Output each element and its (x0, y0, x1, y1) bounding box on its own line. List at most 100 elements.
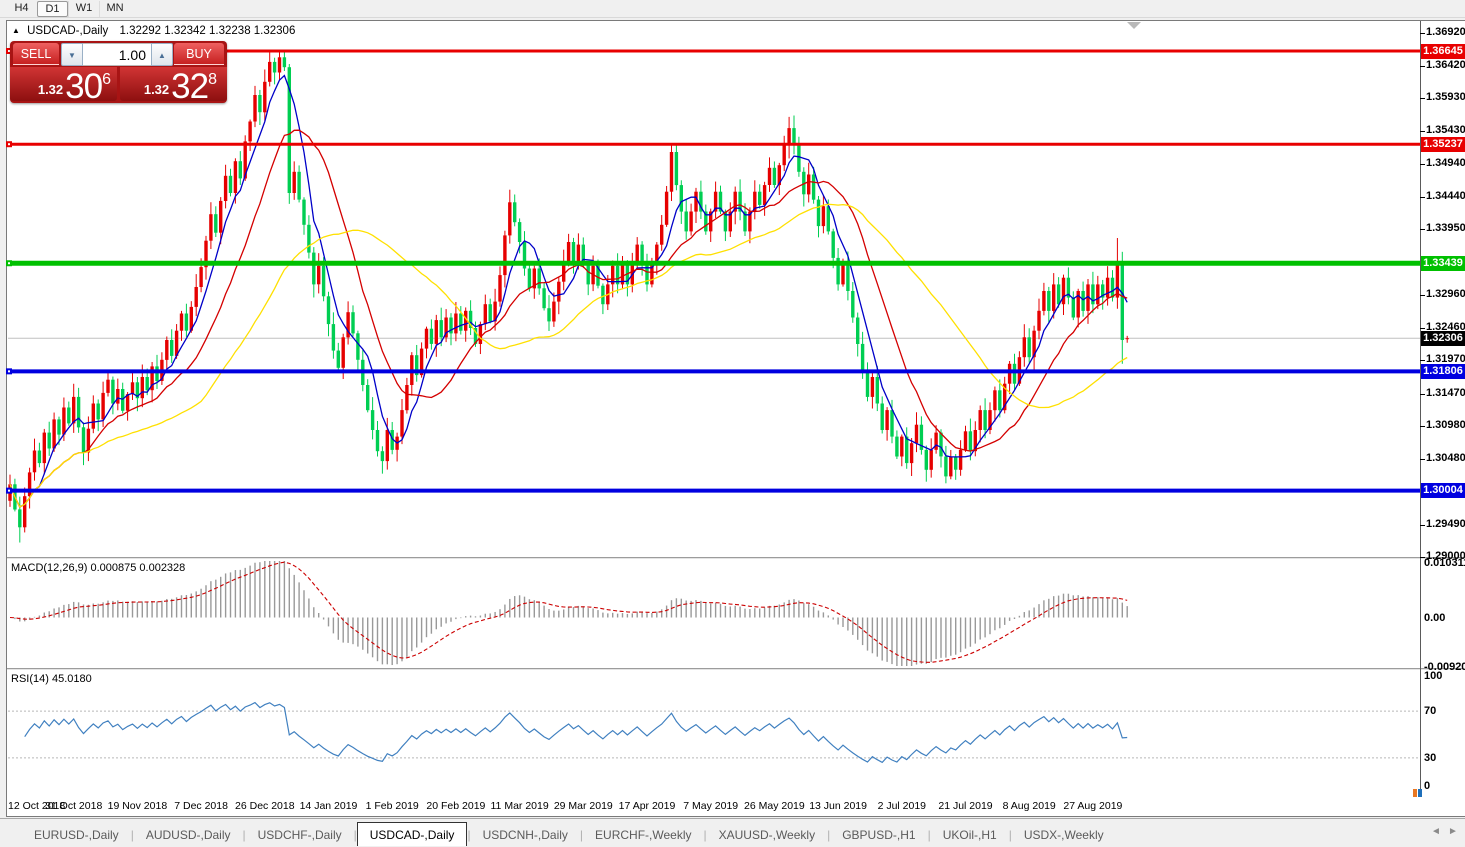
price-tick-label: 1.29000 (1426, 550, 1465, 563)
price-tick-mark (1420, 557, 1425, 559)
tab-separator: | (579, 828, 584, 842)
rsi-label: RSI(14) 45.0180 (11, 673, 92, 685)
tab-separator: | (242, 828, 246, 842)
price-tick-mark (1420, 131, 1425, 133)
date-tick-label: 14 Jan 2019 (299, 800, 358, 812)
price-tick-label: 1.34940 (1426, 156, 1465, 169)
timeframe-button-d1[interactable]: D1 (37, 1, 68, 17)
price-tick-mark (1420, 426, 1425, 428)
buy-price-display[interactable]: 1.32328 (120, 67, 227, 106)
tab-separator: | (1008, 828, 1012, 842)
price-tag-1.30004: 1.30004 (1421, 483, 1465, 499)
mql-logo-mark (1413, 789, 1422, 797)
price-tick-label: 1.32460 (1426, 321, 1465, 334)
price-tick-label: 1.34440 (1426, 189, 1465, 202)
date-tick-label: 20 Feb 2019 (426, 800, 486, 812)
chart-tabs: EURUSD-,Daily | AUDUSD-,Daily | USDCHF-,Dail… (22, 819, 1116, 846)
price-tag-1.33439: 1.33439 (1421, 255, 1465, 271)
date-tick-label: 27 Aug 2019 (1063, 800, 1123, 812)
tab-gbpusd-h1[interactable]: GBPUSD-,H1 (842, 828, 916, 842)
volume-stepper: ▼ 1.00 ▲ (61, 43, 173, 66)
sell-price-point: 6 (102, 71, 111, 88)
one-click-trade-panel: SELL ▼ 1.00 ▲ BUY 1.32306 1.32328 (10, 41, 227, 106)
chart-shift-icon[interactable] (1127, 22, 1141, 29)
tab-xauusd-weekly[interactable]: XAUUSD-,Weekly (718, 828, 816, 842)
chart-tab-bar: EURUSD-,Daily | AUDUSD-,Daily | USDCHF-,Dail… (0, 818, 1465, 846)
buy-button[interactable]: BUY (174, 43, 224, 65)
date-tick-label: 29 Mar 2019 (553, 800, 613, 812)
tab-separator: | (130, 828, 134, 842)
price-tick-mark (1420, 65, 1425, 67)
timeframe-toolbar: H4 D1 W1 MN (0, 0, 1465, 18)
date-tick-label: 31 Oct 2018 (45, 800, 103, 812)
pane-separator-macd[interactable] (7, 557, 1464, 560)
price-tick-mark (1420, 294, 1425, 296)
price-tick-mark (1420, 196, 1425, 198)
tab-usdx-weekly[interactable]: USDX-,Weekly (1023, 828, 1104, 842)
date-tick-label: 17 Apr 2019 (618, 800, 676, 812)
tabs-scroll-left-icon[interactable]: ◄ (1431, 826, 1441, 837)
date-tick-label: 21 Jul 2019 (938, 800, 993, 812)
price-tick-mark (1420, 32, 1425, 34)
rsi-indicator-chart[interactable] (8, 671, 1420, 794)
tab-eurchf-weekly[interactable]: EURCHF-,Weekly (595, 828, 692, 842)
tab-eurusd-daily[interactable]: EURUSD-,Daily (34, 828, 119, 842)
price-tick-label: 1.33950 (1426, 222, 1465, 235)
sell-price-display[interactable]: 1.32306 (10, 67, 117, 106)
date-tick-label: 11 Mar 2019 (490, 800, 549, 812)
tab-ukoil-h1[interactable]: UKOil-,H1 (942, 828, 997, 842)
price-tick-label: 1.32960 (1426, 287, 1465, 300)
sell-button[interactable]: SELL (13, 43, 59, 65)
tab-separator: | (353, 828, 357, 842)
price-tick-mark (1420, 459, 1425, 461)
price-tag-1.32306: 1.32306 (1421, 330, 1465, 346)
volume-input[interactable]: 1.00 (83, 43, 151, 66)
buy-price-pips: 32 (171, 67, 209, 106)
timeframe-button-h4[interactable]: H4 (14, 2, 29, 14)
tab-separator: | (467, 828, 471, 842)
chart-window (6, 20, 1465, 817)
price-tick-label: 1.36420 (1426, 58, 1465, 71)
tab-audusd-daily[interactable]: AUDUSD-,Daily (145, 828, 231, 842)
tab-separator: | (827, 828, 831, 842)
price-tick-mark (1420, 360, 1425, 362)
timeframe-button-w1[interactable]: W1 (68, 1, 99, 17)
price-tag-1.31806: 1.31806 (1421, 363, 1465, 379)
tab-usdcnh-daily[interactable]: USDCNH-,Daily (482, 828, 568, 842)
macd-indicator-chart[interactable] (8, 560, 1420, 667)
price-tag-1.36645: 1.36645 (1421, 43, 1465, 59)
price-tick-label: 1.29490 (1426, 517, 1465, 530)
tab-separator: | (927, 828, 931, 842)
price-tick-label: 1.31470 (1426, 386, 1465, 399)
tabs-scroll-right-icon[interactable]: ► (1448, 826, 1458, 837)
date-tick-label: 7 May 2019 (683, 800, 739, 812)
date-tick-label: 8 Aug 2019 (1002, 800, 1056, 812)
price-tick-label: 1.31970 (1426, 353, 1465, 366)
date-tick-label: 2 Jul 2019 (877, 800, 927, 812)
macd-label: MACD(12,26,9) 0.000875 0.002328 (11, 562, 186, 574)
price-tick-mark (1420, 163, 1425, 165)
main-price-chart[interactable] (6, 21, 1420, 557)
price-tag-1.35237: 1.35237 (1421, 136, 1465, 152)
macd-axis-label: 0.010311 (1424, 556, 1465, 569)
price-tick-mark (1420, 328, 1425, 330)
date-tick-label: 26 May 2019 (744, 800, 805, 812)
rsi-axis-label: 30 (1424, 751, 1437, 764)
price-tick-label: 1.30980 (1426, 419, 1465, 432)
chart-title: ▲ USDCAD-,Daily 1.32292 1.32342 1.32238 … (12, 25, 295, 37)
date-tick-label: 7 Dec 2018 (174, 800, 228, 812)
tab-usdcad-daily[interactable]: USDCAD-,Daily (356, 822, 468, 846)
pane-separator-rsi[interactable] (7, 668, 1464, 671)
volume-decrease-icon[interactable]: ▼ (61, 43, 83, 66)
timeframe-button-mn[interactable]: MN (99, 1, 130, 17)
price-tick-mark (1420, 393, 1425, 395)
price-tick-label: 1.30480 (1426, 452, 1465, 465)
tab-usdchf-daily[interactable]: USDCHF-,Daily (257, 828, 342, 842)
buy-price-point: 8 (208, 71, 217, 88)
price-tick-label: 1.35430 (1426, 124, 1465, 137)
macd-axis-label: 0.00 (1424, 611, 1446, 624)
buy-price-figure: 1.32 (143, 82, 170, 97)
volume-increase-icon[interactable]: ▲ (151, 43, 173, 66)
price-tick-mark (1420, 524, 1425, 526)
collapse-panel-icon[interactable]: ▲ (12, 26, 20, 35)
